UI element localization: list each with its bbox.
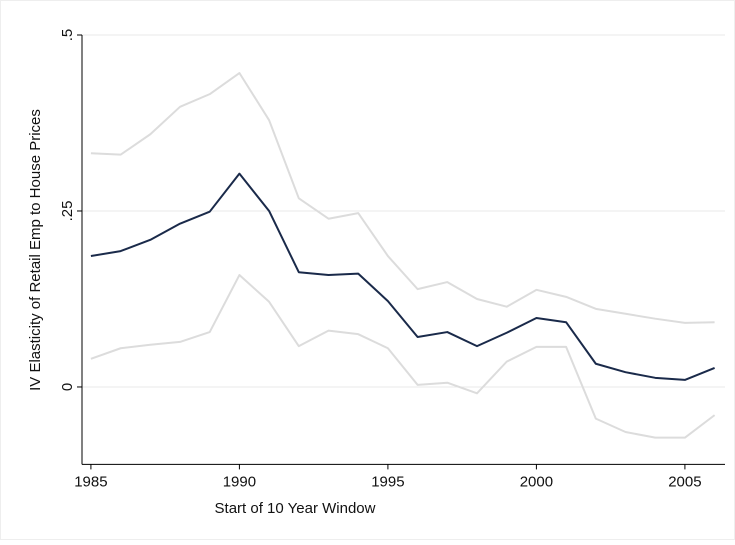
series-line: [90, 172, 715, 381]
y-tick-label: .25: [59, 201, 76, 222]
x-tick-label: 1990: [223, 473, 256, 490]
y-tick-label: .5: [59, 29, 76, 42]
x-axis-label: Start of 10 Year Window: [215, 500, 376, 517]
x-tick-label: 1985: [74, 473, 107, 490]
y-tick-label: 0: [59, 383, 76, 391]
x-tick-label: 2005: [668, 473, 701, 490]
y-axis-label: IV Elasticity of Retail Emp to House Pri…: [27, 109, 44, 391]
series-line: [90, 72, 715, 324]
x-tick-label: 1995: [371, 473, 404, 490]
x-tick-label: 2000: [520, 473, 553, 490]
series-line: [90, 274, 716, 439]
